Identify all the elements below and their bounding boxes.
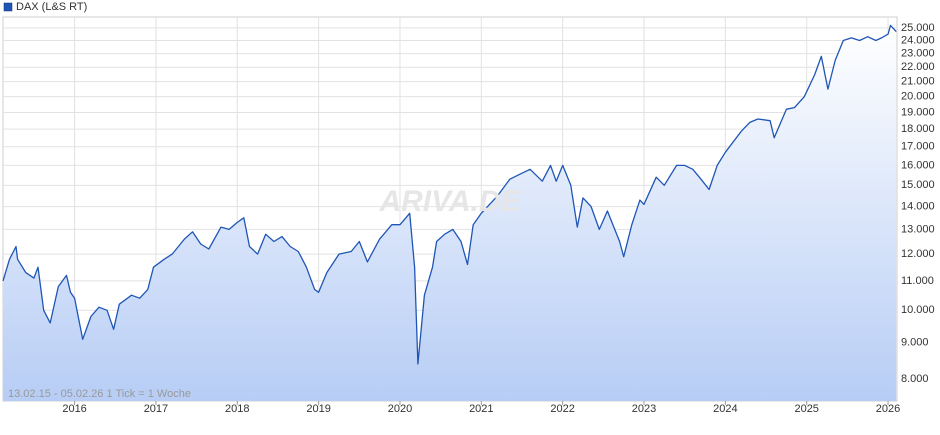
- y-tick-label: 21.000: [901, 76, 935, 88]
- y-tick-label: 20.000: [901, 91, 935, 103]
- y-tick-label: 23.000: [901, 48, 935, 60]
- x-tick-label: 2026: [876, 403, 900, 415]
- marks: [2, 24, 897, 402]
- x-tick-label: 2023: [632, 403, 656, 415]
- x-tick-label: 2024: [713, 403, 737, 415]
- line: [2, 24, 897, 365]
- y-tick-label: 10.000: [901, 304, 935, 316]
- area-fill: [3, 25, 897, 402]
- y-tick-label: 11.000: [901, 275, 934, 287]
- y-tick-label: 14.000: [901, 200, 935, 212]
- y-tick-label: 19.000: [901, 106, 935, 118]
- y-tick-label: 8.000: [901, 373, 929, 385]
- y-tick-label: 18.000: [901, 123, 935, 135]
- legend-label: DAX (L&S RT): [16, 1, 87, 13]
- y-tick-label: 12.000: [901, 248, 935, 260]
- x-tick-label: 2020: [388, 403, 412, 415]
- y-tick-label: 17.000: [901, 141, 935, 153]
- y-tick-label: 13.000: [901, 223, 935, 235]
- x-tick-label: 2019: [306, 403, 330, 415]
- watermark: ARIVA.DE: [378, 185, 521, 218]
- y-tick-label: 16.000: [901, 159, 935, 171]
- x-tick-label: 2017: [144, 403, 168, 415]
- y-tick-label: 9.000: [901, 337, 929, 349]
- y-tick-label: 24.000: [901, 34, 935, 46]
- legend-swatch: [3, 2, 13, 12]
- legend: DAX (L&S RT): [3, 1, 87, 13]
- x-tick-label: 2025: [794, 403, 818, 415]
- x-tick-label: 2016: [62, 403, 86, 415]
- x-tick-label: 2021: [469, 403, 493, 415]
- y-tick-label: 25.000: [901, 22, 935, 34]
- x-tick-label: 2022: [550, 403, 574, 415]
- y-tick-label: 15.000: [901, 179, 935, 191]
- y-tick-label: 22.000: [901, 61, 935, 73]
- note: 13.02.15 - 05.02.26 1 Tick = 1 Woche: [8, 388, 191, 400]
- x-tick-label: 2018: [225, 403, 249, 415]
